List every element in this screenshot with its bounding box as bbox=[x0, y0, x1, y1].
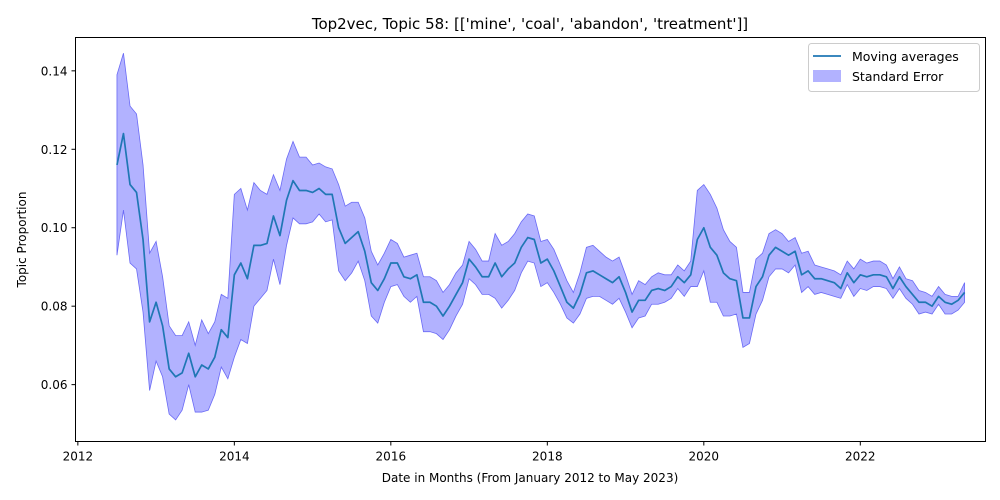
chart-title: Top2vec, Topic 58: [['mine', 'coal', 'ab… bbox=[311, 15, 748, 33]
legend-frame bbox=[808, 43, 980, 92]
legend-label-standard-error: Standard Error bbox=[852, 69, 944, 84]
moving-average-line-layer bbox=[116, 132, 966, 378]
x-tick-label-2022: 2022 bbox=[845, 450, 876, 464]
x-tick-label-2020: 2020 bbox=[689, 450, 720, 464]
plot-area-frame bbox=[75, 37, 986, 442]
y-tick-label-0.14: 0.14 bbox=[41, 64, 68, 78]
x-tick-label-2012: 2012 bbox=[63, 450, 94, 464]
x-tick-label-2018: 2018 bbox=[532, 450, 563, 464]
y-axis: 0.06 0.08 0.10 0.12 0.14 bbox=[41, 64, 76, 392]
legend-swatch-standard-error bbox=[813, 70, 841, 82]
moving-averages-line bbox=[116, 132, 966, 378]
x-axis: 2012 2014 2016 2018 2020 2022 bbox=[63, 441, 876, 464]
y-axis-title: Topic Proportion bbox=[15, 192, 29, 289]
y-tick-label-0.08: 0.08 bbox=[41, 300, 68, 314]
x-tick-label-2014: 2014 bbox=[219, 450, 250, 464]
x-axis-title: Date in Months (From January 2012 to May… bbox=[382, 471, 679, 485]
y-tick-label-0.12: 0.12 bbox=[41, 143, 68, 157]
x-tick-label-2016: 2016 bbox=[376, 450, 407, 464]
y-tick-label-0.10: 0.10 bbox=[41, 221, 68, 235]
y-tick-label-0.06: 0.06 bbox=[41, 378, 68, 392]
standard-error-band-layer bbox=[116, 53, 966, 421]
standard-error-band bbox=[116, 53, 966, 421]
legend-label-moving-averages: Moving averages bbox=[852, 49, 959, 64]
legend: Moving averages Standard Error bbox=[808, 43, 980, 92]
